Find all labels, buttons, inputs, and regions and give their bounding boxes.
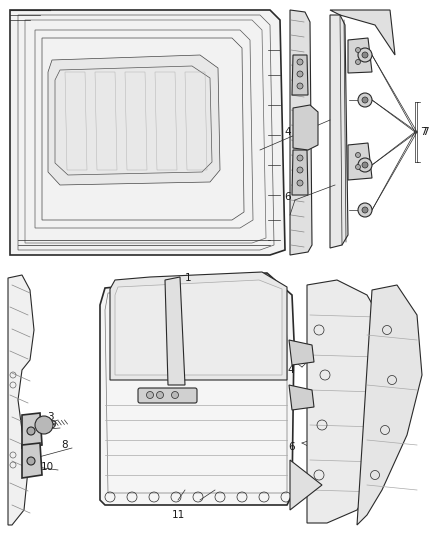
Circle shape [297, 155, 303, 161]
Text: 2: 2 [170, 288, 176, 298]
Circle shape [172, 392, 179, 399]
Text: 7: 7 [420, 127, 427, 137]
Polygon shape [22, 413, 42, 448]
Circle shape [362, 52, 368, 58]
Text: 10: 10 [41, 462, 54, 472]
Circle shape [358, 203, 372, 217]
Circle shape [297, 83, 303, 89]
Circle shape [356, 60, 360, 64]
Polygon shape [292, 150, 308, 195]
Circle shape [362, 162, 368, 168]
Circle shape [156, 392, 163, 399]
Text: 6: 6 [284, 192, 291, 202]
Polygon shape [292, 55, 308, 95]
Circle shape [297, 71, 303, 77]
Text: 3: 3 [47, 412, 54, 422]
Circle shape [297, 59, 303, 65]
Polygon shape [10, 10, 285, 255]
FancyBboxPatch shape [138, 388, 197, 403]
Text: 8: 8 [61, 440, 68, 450]
Polygon shape [330, 10, 395, 55]
Circle shape [35, 416, 53, 434]
Circle shape [27, 427, 35, 435]
Circle shape [358, 158, 372, 172]
Polygon shape [115, 280, 282, 375]
Circle shape [356, 47, 360, 52]
Polygon shape [348, 38, 372, 73]
Polygon shape [290, 460, 322, 510]
Text: 9: 9 [49, 420, 56, 430]
Polygon shape [8, 275, 34, 525]
Text: 4: 4 [287, 365, 294, 375]
Polygon shape [290, 10, 312, 255]
Polygon shape [293, 105, 318, 150]
Text: 11: 11 [171, 510, 185, 520]
Circle shape [146, 392, 153, 399]
Polygon shape [110, 272, 287, 380]
Polygon shape [357, 285, 422, 525]
Circle shape [362, 97, 368, 103]
Text: 6: 6 [288, 442, 295, 452]
Polygon shape [348, 143, 372, 180]
Text: 4: 4 [284, 127, 291, 137]
Circle shape [358, 93, 372, 107]
Polygon shape [48, 55, 220, 185]
Circle shape [297, 167, 303, 173]
Circle shape [358, 48, 372, 62]
Text: 7: 7 [422, 127, 429, 137]
Circle shape [356, 152, 360, 157]
Circle shape [297, 180, 303, 186]
Polygon shape [307, 280, 392, 523]
Circle shape [362, 207, 368, 213]
Polygon shape [22, 443, 42, 478]
Text: 1: 1 [184, 273, 191, 283]
Circle shape [356, 165, 360, 169]
Circle shape [27, 457, 35, 465]
Polygon shape [289, 340, 314, 365]
Polygon shape [330, 15, 348, 248]
Polygon shape [100, 273, 294, 505]
Polygon shape [289, 385, 314, 410]
Polygon shape [165, 277, 185, 385]
